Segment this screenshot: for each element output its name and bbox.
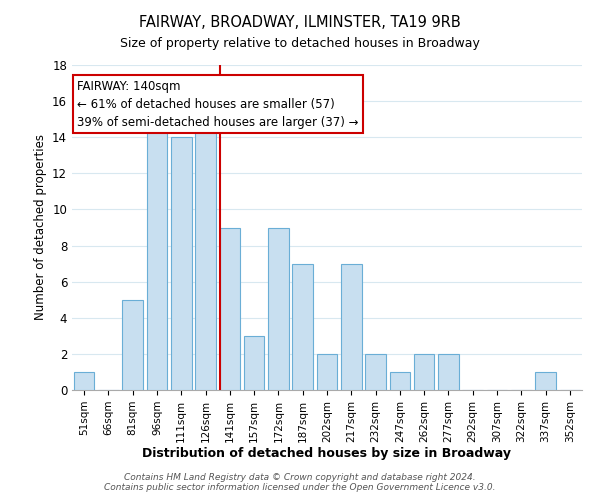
Bar (195, 119, 216, 390)
Bar (122, 300, 143, 390)
Text: FAIRWAY: 140sqm
← 61% of detached houses are smaller (57)
39% of semi-detached h: FAIRWAY: 140sqm ← 61% of detached houses… (77, 80, 359, 128)
X-axis label: Distribution of detached houses by size in Broadway: Distribution of detached houses by size … (143, 448, 511, 460)
Bar (389, 372, 410, 390)
Text: FAIRWAY, BROADWAY, ILMINSTER, TA19 9RB: FAIRWAY, BROADWAY, ILMINSTER, TA19 9RB (139, 15, 461, 30)
Bar (365, 354, 386, 390)
Bar (220, 228, 240, 390)
Bar (414, 354, 434, 390)
Bar (438, 354, 459, 390)
Text: Contains HM Land Registry data © Crown copyright and database right 2024.
Contai: Contains HM Land Registry data © Crown c… (104, 473, 496, 492)
Y-axis label: Number of detached properties: Number of detached properties (34, 134, 47, 320)
Bar (74, 372, 94, 390)
Text: Size of property relative to detached houses in Broadway: Size of property relative to detached ho… (120, 38, 480, 51)
Bar (317, 354, 337, 390)
Bar (171, 137, 191, 390)
Bar (341, 264, 362, 390)
Bar (292, 264, 313, 390)
Bar (244, 336, 265, 390)
Bar (535, 372, 556, 390)
Bar (268, 228, 289, 390)
Bar (146, 119, 167, 390)
